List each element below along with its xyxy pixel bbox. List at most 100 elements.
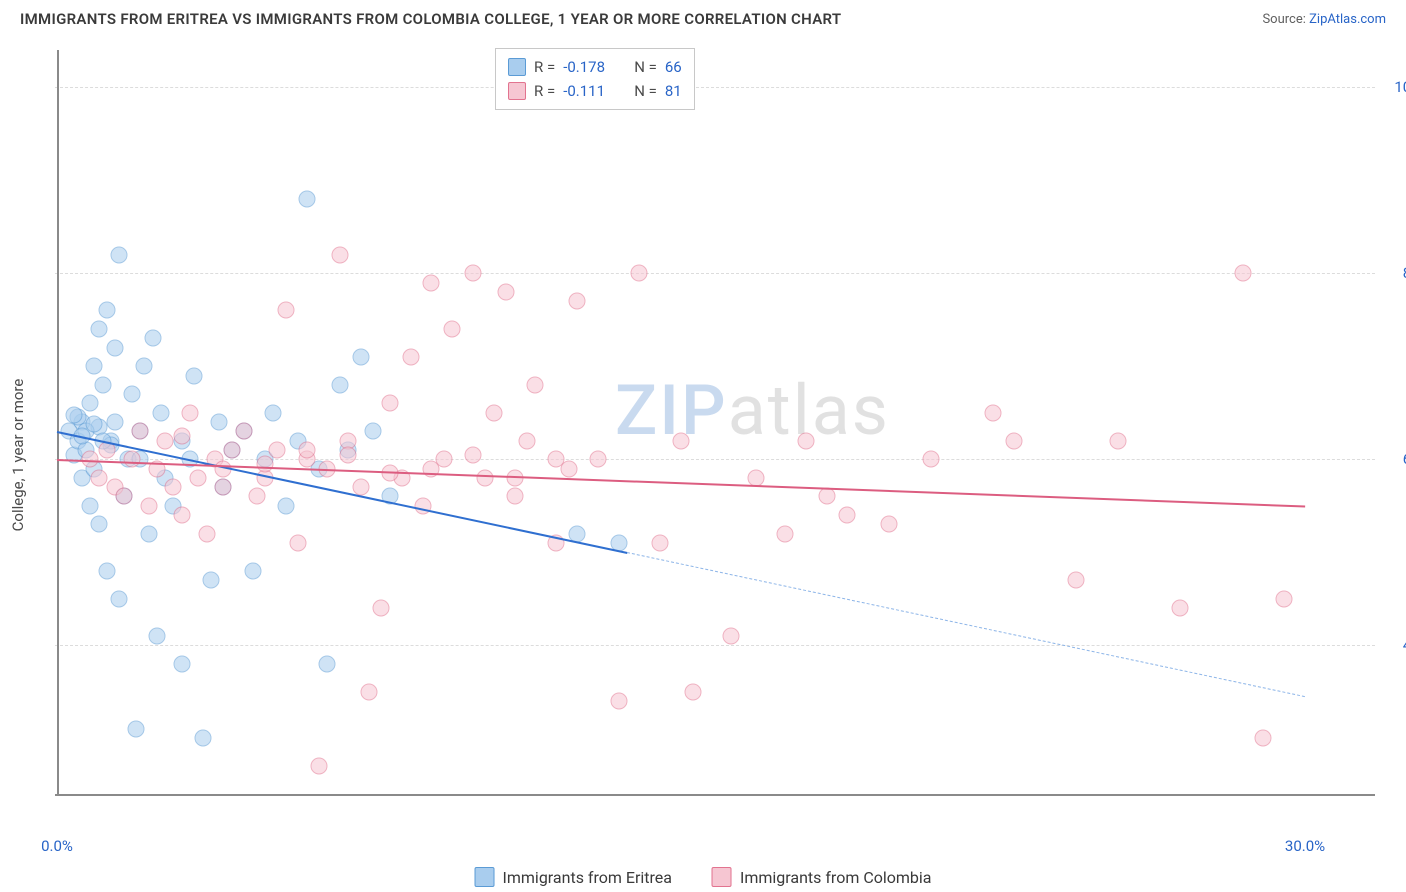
scatter-point: [215, 479, 232, 496]
r-label: R =: [534, 55, 555, 79]
scatter-point: [86, 358, 103, 375]
legend-swatch: [712, 867, 732, 887]
scatter-point: [128, 720, 145, 737]
scatter-point: [182, 404, 199, 421]
scatter-point: [82, 395, 99, 412]
scatter-point: [90, 516, 107, 533]
gridline: [55, 459, 1375, 460]
scatter-point: [223, 441, 240, 458]
scatter-point: [265, 404, 282, 421]
correlation-row: R =-0.178N =66: [508, 55, 682, 79]
scatter-point: [352, 479, 369, 496]
scatter-point: [527, 376, 544, 393]
scatter-point: [465, 265, 482, 282]
scatter-point: [331, 376, 348, 393]
chart-title: IMMIGRANTS FROM ERITREA VS IMMIGRANTS FR…: [20, 10, 841, 28]
r-value: -0.111: [563, 79, 618, 103]
header: IMMIGRANTS FROM ERITREA VS IMMIGRANTS FR…: [0, 0, 1406, 28]
scatter-point: [107, 339, 124, 356]
scatter-point: [148, 627, 165, 644]
scatter-point: [361, 683, 378, 700]
x-tick-label: 0.0%: [41, 837, 73, 855]
scatter-point: [257, 455, 274, 472]
scatter-point: [519, 432, 536, 449]
scatter-point: [569, 293, 586, 310]
scatter-point: [82, 497, 99, 514]
scatter-point: [311, 758, 328, 775]
scatter-point: [498, 283, 515, 300]
scatter-point: [248, 488, 265, 505]
scatter-point: [365, 423, 382, 440]
y-axis: [57, 50, 59, 794]
scatter-point: [90, 321, 107, 338]
n-value: 81: [665, 79, 682, 103]
gridline: [55, 645, 1375, 646]
scatter-point: [444, 321, 461, 338]
y-axis-label: College, 1 year or more: [9, 379, 27, 532]
scatter-point: [922, 451, 939, 468]
scatter-point: [140, 497, 157, 514]
scatter-point: [331, 246, 348, 263]
scatter-point: [144, 330, 161, 347]
trend-line: [627, 552, 1305, 697]
scatter-point: [173, 507, 190, 524]
scatter-point: [98, 302, 115, 319]
scatter-point: [402, 348, 419, 365]
scatter-point: [1276, 590, 1293, 607]
scatter-point: [685, 683, 702, 700]
scatter-point: [1255, 730, 1272, 747]
legend-item: Immigrants from Colombia: [712, 867, 932, 887]
scatter-point: [165, 479, 182, 496]
scatter-point: [244, 562, 261, 579]
source: Source: ZipAtlas.com: [1262, 12, 1386, 27]
n-value: 66: [665, 55, 682, 79]
scatter-point: [1234, 265, 1251, 282]
legend-swatch: [475, 867, 495, 887]
scatter-point: [298, 441, 315, 458]
source-link[interactable]: ZipAtlas.com: [1309, 12, 1386, 27]
scatter-point: [90, 469, 107, 486]
gridline: [55, 87, 1375, 88]
scatter-point: [94, 376, 111, 393]
scatter-point: [211, 414, 228, 431]
scatter-point: [673, 432, 690, 449]
scatter-point: [1068, 572, 1085, 589]
scatter-point: [1005, 432, 1022, 449]
plot-region: ZIPatlas 40.0%60.0%80.0%100.0%0.0%30.0%R…: [55, 40, 1375, 830]
scatter-point: [111, 246, 128, 263]
x-tick-label: 30.0%: [1285, 837, 1325, 855]
scatter-point: [190, 469, 207, 486]
scatter-point: [797, 432, 814, 449]
legend-item: Immigrants from Eritrea: [475, 867, 672, 887]
scatter-point: [818, 488, 835, 505]
scatter-point: [589, 451, 606, 468]
scatter-point: [194, 730, 211, 747]
scatter-point: [1109, 432, 1126, 449]
x-axis: [55, 794, 1375, 796]
scatter-point: [747, 469, 764, 486]
scatter-point: [123, 451, 140, 468]
scatter-point: [277, 302, 294, 319]
scatter-point: [610, 693, 627, 710]
scatter-point: [186, 367, 203, 384]
scatter-point: [477, 469, 494, 486]
legend-swatch: [508, 82, 526, 100]
y-tick-label: 100.0%: [1394, 78, 1406, 96]
scatter-point: [722, 627, 739, 644]
scatter-point: [98, 562, 115, 579]
scatter-point: [340, 446, 357, 463]
scatter-point: [298, 190, 315, 207]
scatter-point: [132, 423, 149, 440]
scatter-point: [153, 404, 170, 421]
scatter-point: [86, 415, 103, 432]
scatter-point: [236, 423, 253, 440]
watermark-zip: ZIP: [615, 370, 728, 452]
scatter-point: [290, 534, 307, 551]
scatter-point: [107, 414, 124, 431]
scatter-point: [269, 441, 286, 458]
r-value: -0.178: [563, 55, 618, 79]
scatter-point: [485, 404, 502, 421]
correlation-legend: R =-0.178N =66R =-0.111N =81: [495, 48, 695, 110]
legend-label: Immigrants from Colombia: [740, 868, 932, 887]
scatter-point: [506, 488, 523, 505]
